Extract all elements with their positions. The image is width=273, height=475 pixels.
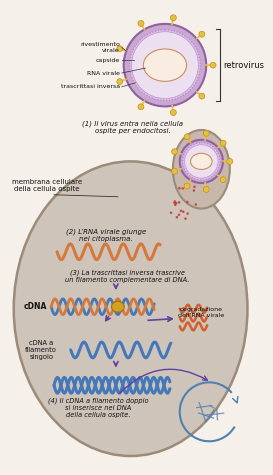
Circle shape <box>178 213 180 216</box>
Circle shape <box>174 200 176 203</box>
Circle shape <box>138 104 144 110</box>
Circle shape <box>175 202 177 204</box>
Circle shape <box>176 216 178 218</box>
Text: membrana cellulare
della cellula ospite: membrana cellulare della cellula ospite <box>12 179 82 192</box>
Ellipse shape <box>14 162 248 456</box>
Circle shape <box>186 201 189 203</box>
Circle shape <box>182 210 185 213</box>
Ellipse shape <box>191 153 212 170</box>
Circle shape <box>117 79 123 85</box>
Circle shape <box>117 46 123 52</box>
Circle shape <box>174 203 177 206</box>
Circle shape <box>182 187 184 190</box>
Circle shape <box>186 212 189 215</box>
Circle shape <box>184 183 190 189</box>
Circle shape <box>199 31 205 37</box>
Text: (4) Il cDNA a filamento doppio
si inserisce nel DNA
della cellula ospite.: (4) Il cDNA a filamento doppio si inseri… <box>48 397 149 418</box>
Circle shape <box>173 201 176 204</box>
Circle shape <box>199 93 205 99</box>
Text: rivestimento
virale: rivestimento virale <box>80 42 120 53</box>
Ellipse shape <box>111 301 124 312</box>
Circle shape <box>193 186 196 188</box>
Text: (1) Il virus entra nella cellula
ospite per endocitosi.: (1) Il virus entra nella cellula ospite … <box>82 120 183 134</box>
Circle shape <box>130 30 200 101</box>
Circle shape <box>184 218 187 220</box>
Circle shape <box>195 203 197 206</box>
Circle shape <box>178 187 181 190</box>
Text: cDNA: cDNA <box>24 302 47 311</box>
Text: trascrittasi inversa: trascrittasi inversa <box>61 84 120 89</box>
FancyArrowPatch shape <box>120 369 207 393</box>
Circle shape <box>170 211 172 214</box>
Circle shape <box>178 201 180 204</box>
Circle shape <box>124 24 206 106</box>
Circle shape <box>138 20 144 27</box>
Circle shape <box>220 140 226 146</box>
Text: (2) L’RNA virale giunge
nel citoplasma.: (2) L’RNA virale giunge nel citoplasma. <box>66 228 146 242</box>
Text: RNA virale: RNA virale <box>87 70 120 76</box>
Circle shape <box>170 110 176 115</box>
Text: cDNA a
filamento
singolo: cDNA a filamento singolo <box>25 340 57 360</box>
Circle shape <box>170 15 176 21</box>
Text: (3) La trascrittasi inversa trascrive
un filamento complementare di DNA.: (3) La trascrittasi inversa trascrive un… <box>66 269 190 283</box>
Circle shape <box>172 149 177 154</box>
Text: retrovirus: retrovirus <box>223 61 264 70</box>
Circle shape <box>172 168 177 174</box>
Circle shape <box>183 142 220 180</box>
Text: capside: capside <box>96 58 120 63</box>
Circle shape <box>180 140 223 183</box>
Circle shape <box>193 189 195 192</box>
Circle shape <box>185 145 218 178</box>
Circle shape <box>227 159 233 164</box>
Text: degradazione
dell’RNA virale: degradazione dell’RNA virale <box>178 307 224 317</box>
Ellipse shape <box>173 130 230 209</box>
Ellipse shape <box>143 49 186 81</box>
Circle shape <box>203 131 209 136</box>
Circle shape <box>180 209 182 212</box>
Circle shape <box>220 177 226 183</box>
Circle shape <box>132 32 198 98</box>
Circle shape <box>203 187 209 192</box>
Circle shape <box>210 62 216 68</box>
Circle shape <box>184 134 190 140</box>
